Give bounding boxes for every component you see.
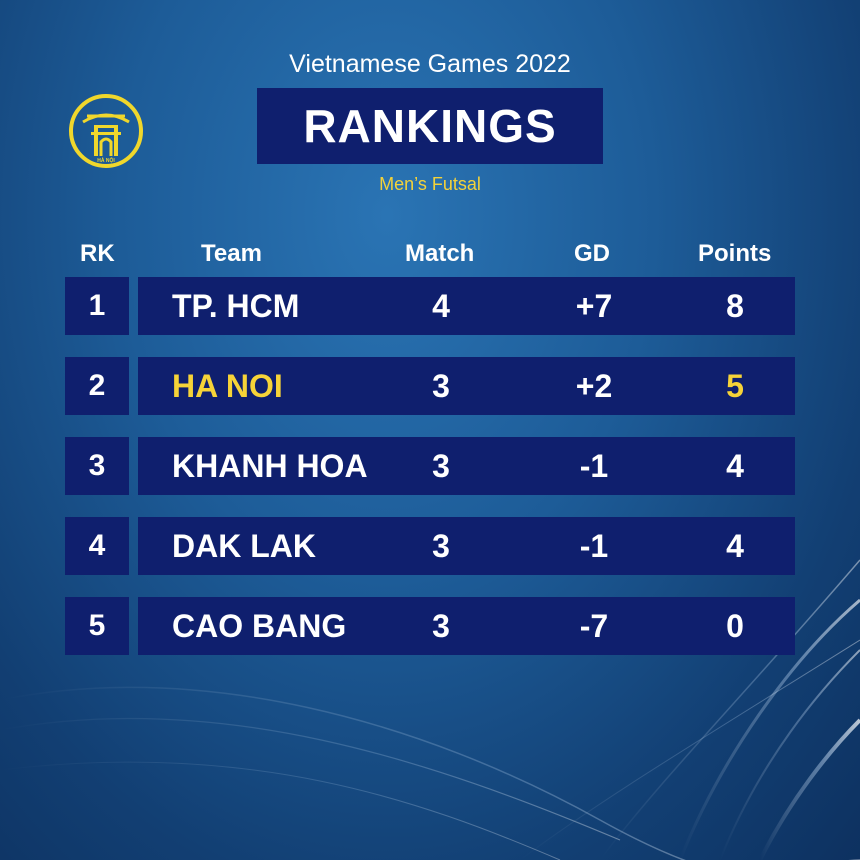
match-count: 3 bbox=[432, 528, 450, 564]
team-name: CAO BANG bbox=[172, 608, 347, 644]
column-header-points: Points bbox=[698, 240, 772, 267]
column-header-rk: RK bbox=[80, 240, 115, 267]
team-name: KHANH HOA bbox=[172, 448, 368, 484]
goal-difference: -1 bbox=[579, 448, 609, 484]
team-name: DAK LAK bbox=[172, 528, 316, 564]
table-row-highlighted: HA NOI 3 +2 5 bbox=[138, 357, 795, 415]
goal-difference: -7 bbox=[579, 608, 609, 644]
rank-cell: 5 bbox=[65, 597, 129, 655]
category-label: Men’s Futsal bbox=[379, 174, 481, 194]
table-row: KHANH HOA 3 -1 4 bbox=[138, 437, 795, 495]
page-title: RANKINGS bbox=[257, 88, 603, 164]
table-row: CAO BANG 3 -7 0 bbox=[138, 597, 795, 655]
match-count: 4 bbox=[432, 288, 450, 324]
column-header-gd: GD bbox=[574, 240, 610, 267]
table-row: TP. HCM 4 +7 8 bbox=[138, 277, 795, 335]
points-value: 4 bbox=[726, 448, 744, 484]
match-count: 3 bbox=[432, 368, 450, 404]
goal-difference: +2 bbox=[575, 368, 613, 404]
match-count: 3 bbox=[432, 608, 450, 644]
column-header-match: Match bbox=[405, 240, 475, 267]
table-row: DAK LAK 3 -1 4 bbox=[138, 517, 795, 575]
points-value: 8 bbox=[726, 288, 744, 324]
logo-text: HÀ NỘI bbox=[97, 156, 115, 164]
rank-cell: 2 bbox=[65, 357, 129, 415]
points-value: 4 bbox=[726, 528, 744, 564]
rank-cell: 4 bbox=[65, 517, 129, 575]
team-name: HA NOI bbox=[172, 368, 283, 404]
hanoi-gate-logo-icon: HÀ NỘI bbox=[69, 94, 143, 168]
goal-difference: +7 bbox=[575, 288, 613, 324]
points-value: 0 bbox=[726, 608, 744, 644]
column-header-team: Team bbox=[201, 240, 262, 267]
points-value: 5 bbox=[726, 368, 744, 404]
match-count: 3 bbox=[432, 448, 450, 484]
rank-cell: 3 bbox=[65, 437, 129, 495]
team-name: TP. HCM bbox=[172, 288, 300, 324]
rank-cell: 1 bbox=[65, 277, 129, 335]
goal-difference: -1 bbox=[579, 528, 609, 564]
event-subtitle: Vietnamese Games 2022 bbox=[289, 50, 571, 78]
